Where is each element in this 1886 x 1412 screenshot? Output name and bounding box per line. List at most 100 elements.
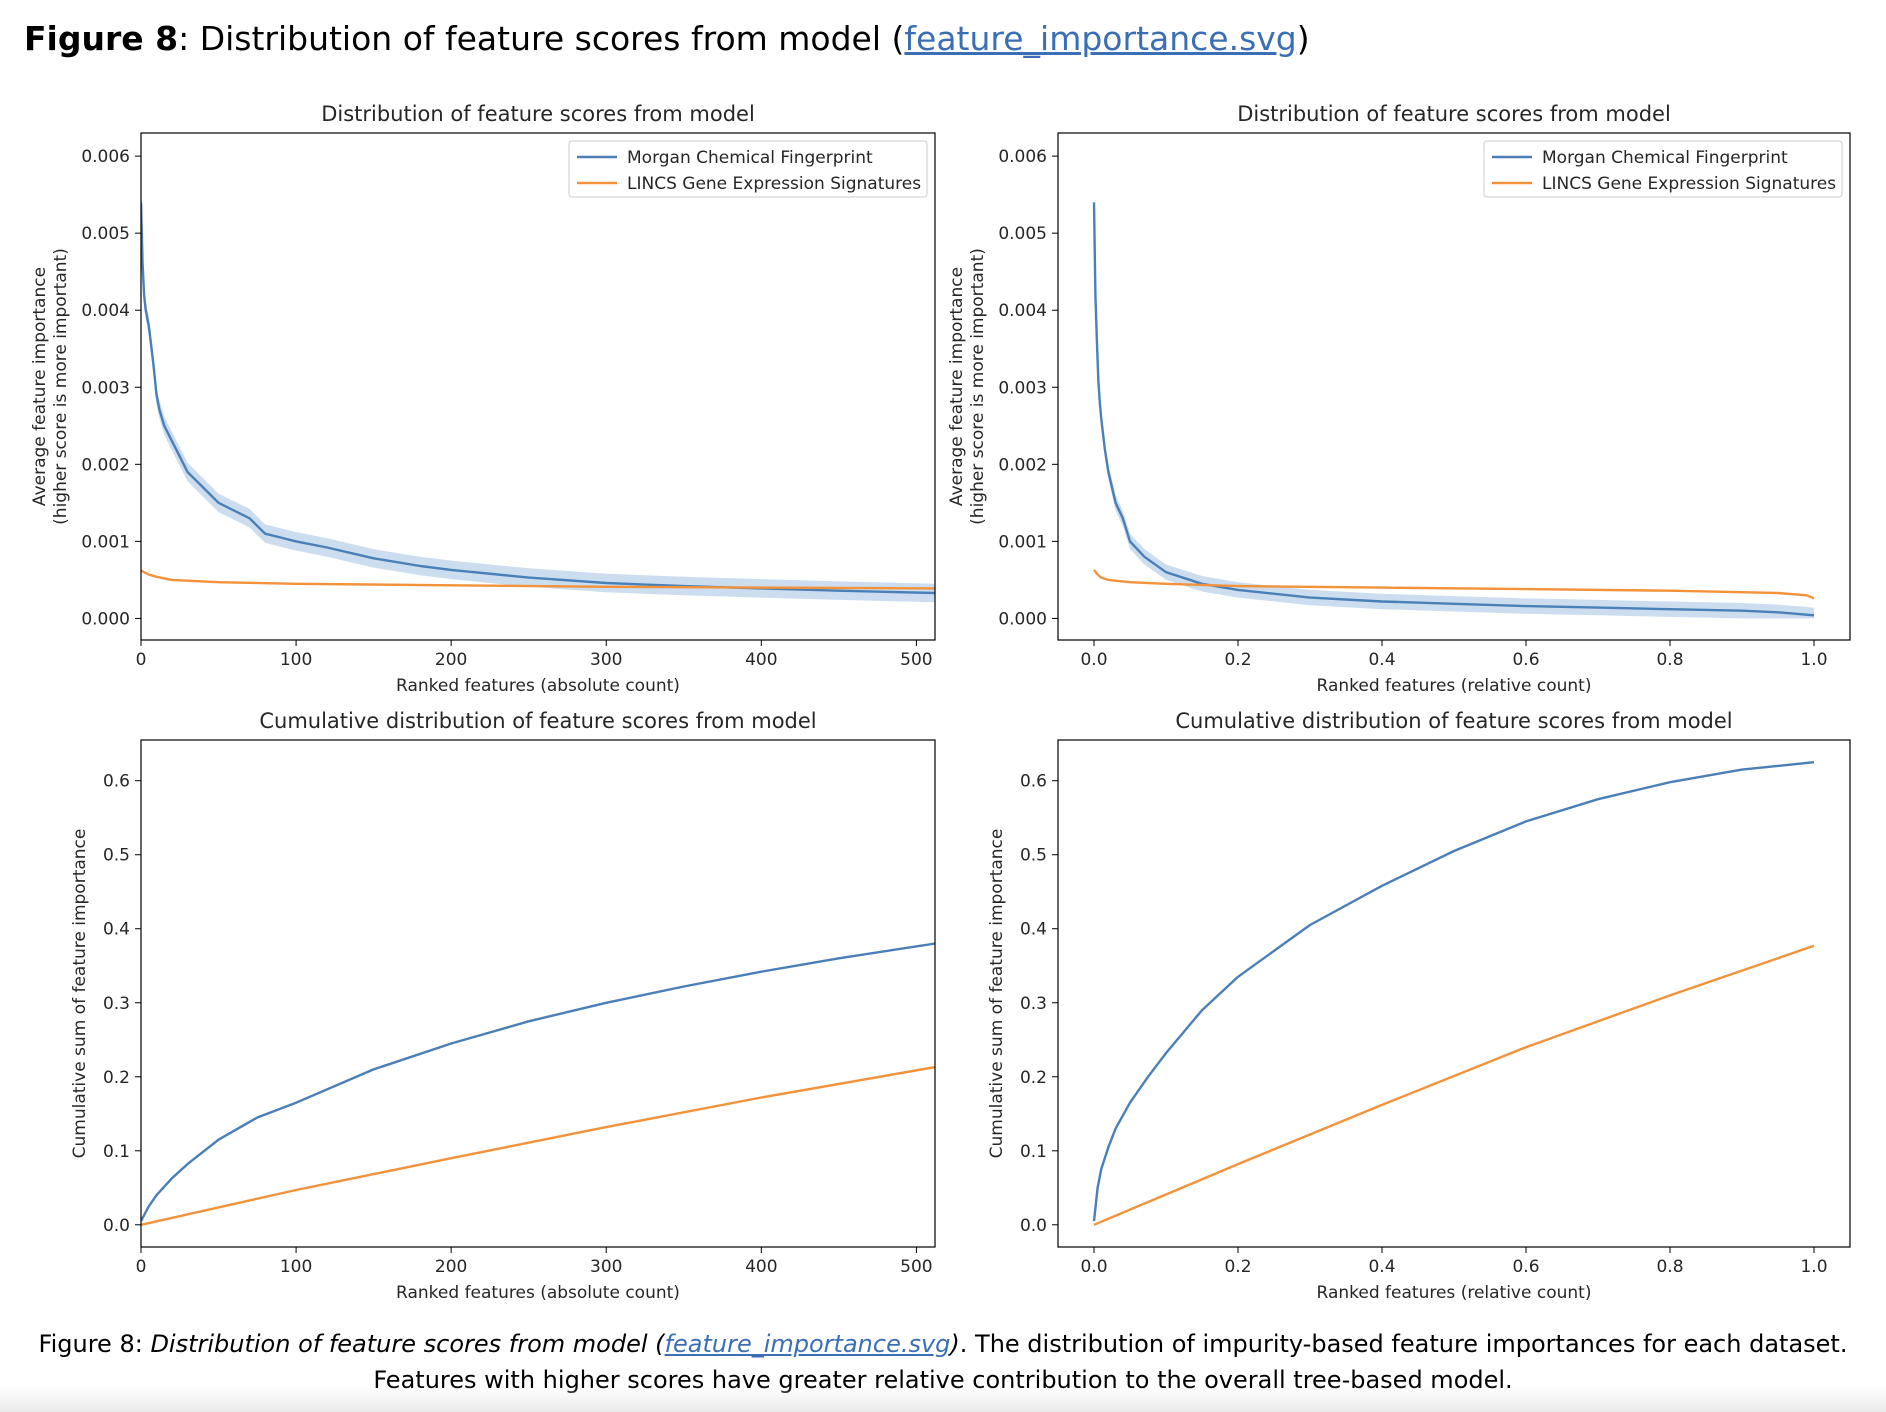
caption-label: Figure 8 bbox=[38, 1330, 135, 1358]
x-tick-label: 300 bbox=[590, 650, 622, 670]
x-tick-label: 1.0 bbox=[1800, 650, 1827, 670]
x-tick-label: 0.6 bbox=[1512, 650, 1539, 670]
legend-box bbox=[1483, 140, 1843, 198]
y-tick-label: 0.001 bbox=[998, 532, 1047, 552]
figure-heading-open-paren: ( bbox=[881, 19, 905, 58]
x-tick-label: 400 bbox=[745, 650, 777, 670]
y-tick-label: 0.005 bbox=[998, 224, 1047, 244]
chart-legend: Morgan Chemical Fingerprint LINCS Gene Ex… bbox=[568, 140, 928, 198]
chart-panel-2: 0.0 0.2 0.4 0.6 0.8 1.0 0.000 0.001 0.002 0.003 0.… bbox=[947, 102, 1851, 696]
x-tick-label: 100 bbox=[280, 650, 312, 670]
y-axis-label: Average feature importance bbox=[30, 267, 50, 506]
x-tick-label: 500 bbox=[900, 650, 932, 670]
x-axis-label: Ranked features (absolute count) bbox=[396, 1283, 680, 1303]
y-tick-label: 0.004 bbox=[81, 301, 130, 321]
legend-label: Morgan Chemical Fingerprint bbox=[1542, 148, 1788, 168]
chart-title-top-right: Distribution of feature scores from mode… bbox=[1237, 102, 1671, 126]
axes-frame bbox=[140, 739, 936, 1248]
y-tick-label: 0.4 bbox=[1020, 920, 1047, 940]
figure-caption: Figure 8: Distribution of feature scores… bbox=[20, 1326, 1866, 1398]
y-tick-label: 0.002 bbox=[998, 455, 1047, 475]
x-tick-label: 0.4 bbox=[1368, 1257, 1395, 1277]
legend-box bbox=[568, 140, 928, 198]
y-tick-label: 0.0 bbox=[1020, 1216, 1047, 1236]
chart-panel-3: 0 100 200 300 400 500 0.0 0.1 0.2 0.3 0.4 0.5 0.6 Cum… bbox=[70, 709, 936, 1303]
series-line-lincs bbox=[1093, 944, 1815, 1226]
x-tick-label: 300 bbox=[590, 1257, 622, 1277]
y-axis-label: Cumulative sum of feature importance bbox=[70, 829, 90, 1159]
series-group bbox=[1092, 761, 1815, 1226]
series-line-morgan bbox=[141, 202, 935, 595]
series-line-lincs bbox=[141, 1065, 935, 1226]
x-tick-label: 200 bbox=[435, 650, 467, 670]
chart-title-top-left: Distribution of feature scores from mode… bbox=[321, 102, 755, 126]
caption-file-link[interactable]: feature_importance.svg bbox=[664, 1330, 951, 1358]
x-tick-label: 100 bbox=[280, 1257, 312, 1277]
y-tick-label: 0.0 bbox=[103, 1216, 130, 1236]
caption-italic-title: Distribution of feature scores from mode… bbox=[150, 1330, 665, 1358]
series-line-lincs bbox=[141, 569, 935, 590]
legend-label: LINCS Gene Expression Signatures bbox=[1542, 174, 1836, 194]
axes-frame bbox=[140, 132, 936, 641]
x-tick-label: 0.0 bbox=[1080, 650, 1107, 670]
series-band-morgan bbox=[141, 193, 935, 603]
y-axis-label-secondary: (higher score is more important) bbox=[51, 248, 71, 525]
y-tick-label: 0.006 bbox=[81, 147, 130, 167]
y-tick-label: 0.1 bbox=[1020, 1142, 1047, 1162]
y-axis-label-secondary: (higher score is more important) bbox=[968, 248, 988, 525]
caption-separator: : bbox=[134, 1330, 151, 1358]
series-group bbox=[141, 942, 935, 1226]
y-tick-label: 0.000 bbox=[998, 609, 1047, 629]
y-tick-label: 0.1 bbox=[103, 1142, 130, 1162]
figure-heading: Figure 8: Distribution of feature scores… bbox=[24, 14, 1310, 64]
x-tick-label: 0.8 bbox=[1656, 1257, 1683, 1277]
y-tick-label: 0.003 bbox=[81, 378, 130, 398]
series-group bbox=[141, 193, 935, 603]
chart-panel-1: 0 100 200 300 400 500 0.000 0.001 0.002 0.003 0.00… bbox=[30, 102, 936, 696]
y-tick-label: 0.002 bbox=[81, 455, 130, 475]
axes-frame bbox=[1057, 739, 1851, 1248]
y-tick-label: 0.001 bbox=[81, 532, 130, 552]
y-tick-label: 0.005 bbox=[81, 224, 130, 244]
series-line-lincs bbox=[1093, 569, 1815, 600]
y-tick-label: 0.5 bbox=[103, 846, 130, 866]
chart-title-bottom-left: Cumulative distribution of feature score… bbox=[259, 709, 816, 733]
x-tick-label: 0.2 bbox=[1224, 650, 1251, 670]
y-tick-label: 0.3 bbox=[103, 994, 130, 1014]
x-axis-label: Ranked features (relative count) bbox=[1317, 676, 1592, 696]
x-tick-label: 0 bbox=[136, 650, 147, 670]
chart-legend: Morgan Chemical Fingerprint LINCS Gene Ex… bbox=[1483, 140, 1843, 198]
y-tick-label: 0.2 bbox=[1020, 1068, 1047, 1088]
x-tick-label: 0.4 bbox=[1368, 650, 1395, 670]
x-tick-label: 400 bbox=[745, 1257, 777, 1277]
figure-heading-label: Figure 8 bbox=[24, 19, 179, 58]
y-axis-label: Average feature importance bbox=[947, 267, 967, 506]
y-axis-label: Cumulative sum of feature importance bbox=[987, 829, 1007, 1159]
x-tick-label: 0.8 bbox=[1656, 650, 1683, 670]
y-tick-label: 0.3 bbox=[1020, 994, 1047, 1014]
figure-heading-title: Distribution of feature scores from mode… bbox=[199, 19, 882, 58]
y-tick-label: 0.5 bbox=[1020, 846, 1047, 866]
figure-file-link[interactable]: feature_importance.svg bbox=[904, 19, 1297, 58]
figure-panels: 0 100 200 300 400 5000.0000.0010.0020.0030.00… bbox=[30, 102, 1851, 1303]
x-tick-label: 0.0 bbox=[1080, 1257, 1107, 1277]
series-line-morgan bbox=[141, 942, 935, 1222]
y-tick-label: 0.003 bbox=[998, 378, 1047, 398]
x-axis-label: Ranked features (absolute count) bbox=[396, 676, 680, 696]
chart-title-bottom-right: Cumulative distribution of feature score… bbox=[1175, 709, 1732, 733]
x-axis-label: Ranked features (relative count) bbox=[1317, 1283, 1592, 1303]
series-group bbox=[1092, 194, 1815, 619]
x-tick-label: 1.0 bbox=[1800, 1257, 1827, 1277]
figure-heading-close-paren: ) bbox=[1296, 19, 1310, 58]
x-tick-label: 0.6 bbox=[1512, 1257, 1539, 1277]
caption-italic-close: ) bbox=[950, 1330, 960, 1358]
series-line-morgan bbox=[1092, 202, 1815, 617]
axes-frame bbox=[1057, 132, 1851, 641]
legend-label: LINCS Gene Expression Signatures bbox=[627, 174, 921, 194]
bottom-shade bbox=[0, 1386, 1886, 1412]
x-tick-label: 0.2 bbox=[1224, 1257, 1251, 1277]
x-tick-label: 0 bbox=[136, 1257, 147, 1277]
legend-label: Morgan Chemical Fingerprint bbox=[627, 148, 873, 168]
x-tick-label: 500 bbox=[900, 1257, 932, 1277]
y-tick-label: 0.006 bbox=[998, 147, 1047, 167]
